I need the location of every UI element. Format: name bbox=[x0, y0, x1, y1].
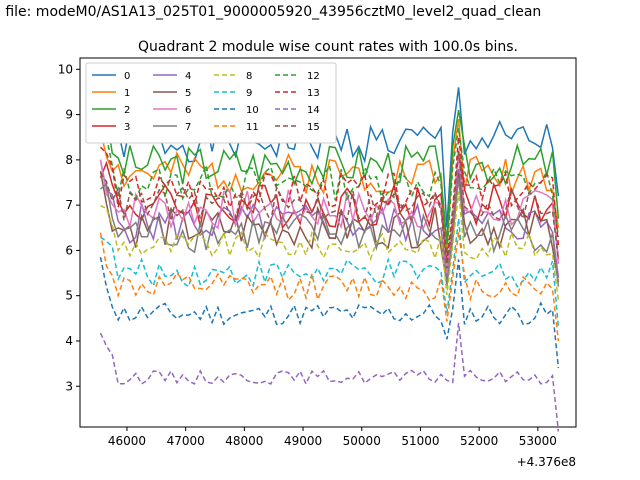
x-tick-label: 48000 bbox=[225, 434, 263, 448]
legend-label: 14 bbox=[307, 105, 320, 116]
series-line-1 bbox=[99, 118, 560, 248]
legend-label: 8 bbox=[246, 71, 252, 82]
legend-label: 10 bbox=[246, 105, 259, 116]
x-tick-label: 52000 bbox=[460, 434, 498, 448]
legend-label: 13 bbox=[307, 88, 320, 99]
legend-box bbox=[85, 62, 337, 144]
series-line-7 bbox=[100, 177, 560, 287]
x-tick-label: 50000 bbox=[343, 434, 381, 448]
legend-label: 9 bbox=[246, 88, 252, 99]
legend-label: 5 bbox=[185, 88, 191, 99]
series-line-2 bbox=[99, 109, 560, 243]
legend-label: 7 bbox=[185, 122, 191, 133]
x-tick-label: 51000 bbox=[401, 434, 439, 448]
series-line-8 bbox=[100, 191, 560, 301]
x-tick-label: 53000 bbox=[519, 434, 557, 448]
legend-label: 0 bbox=[124, 71, 130, 82]
series-line-5 bbox=[99, 170, 560, 284]
series-line-9 bbox=[100, 218, 560, 328]
axes-frame bbox=[79, 57, 577, 428]
y-tick-label: 7 bbox=[65, 198, 73, 212]
legend-label: 1 bbox=[124, 88, 130, 99]
x-tick-label: 47000 bbox=[167, 434, 205, 448]
legend-label: 2 bbox=[124, 105, 130, 116]
legend-label: 12 bbox=[307, 71, 320, 82]
legend-label: 4 bbox=[185, 71, 191, 82]
series-line-13 bbox=[99, 137, 560, 260]
y-tick-label: 3 bbox=[65, 379, 73, 393]
y-tick-label: 8 bbox=[65, 153, 73, 167]
y-tick-label: 10 bbox=[58, 62, 73, 76]
y-tick-label: 4 bbox=[65, 334, 73, 348]
legend-label: 15 bbox=[307, 122, 320, 133]
series-line-6 bbox=[99, 155, 560, 272]
series-line-11 bbox=[99, 232, 560, 342]
legend-label: 3 bbox=[124, 122, 130, 133]
series-line-10 bbox=[99, 256, 560, 369]
x-tick-label: 49000 bbox=[284, 434, 322, 448]
chart-title: Quadrant 2 module wise count rates with … bbox=[138, 39, 518, 55]
x-offset-label: +4.376e8 bbox=[517, 455, 576, 469]
series-line-14 bbox=[99, 322, 560, 432]
legend-label: 11 bbox=[246, 122, 259, 133]
x-tick-label: 46000 bbox=[108, 434, 146, 448]
series-line-15 bbox=[99, 150, 560, 269]
suptitle: n file: modeM0/AS1A13_025T01_9000005920_… bbox=[0, 4, 542, 20]
y-tick-label: 6 bbox=[65, 243, 73, 257]
series-line-12 bbox=[100, 128, 560, 254]
legend-label: 6 bbox=[185, 105, 191, 116]
y-tick-label: 5 bbox=[65, 289, 73, 303]
y-tick-label: 9 bbox=[65, 108, 73, 122]
